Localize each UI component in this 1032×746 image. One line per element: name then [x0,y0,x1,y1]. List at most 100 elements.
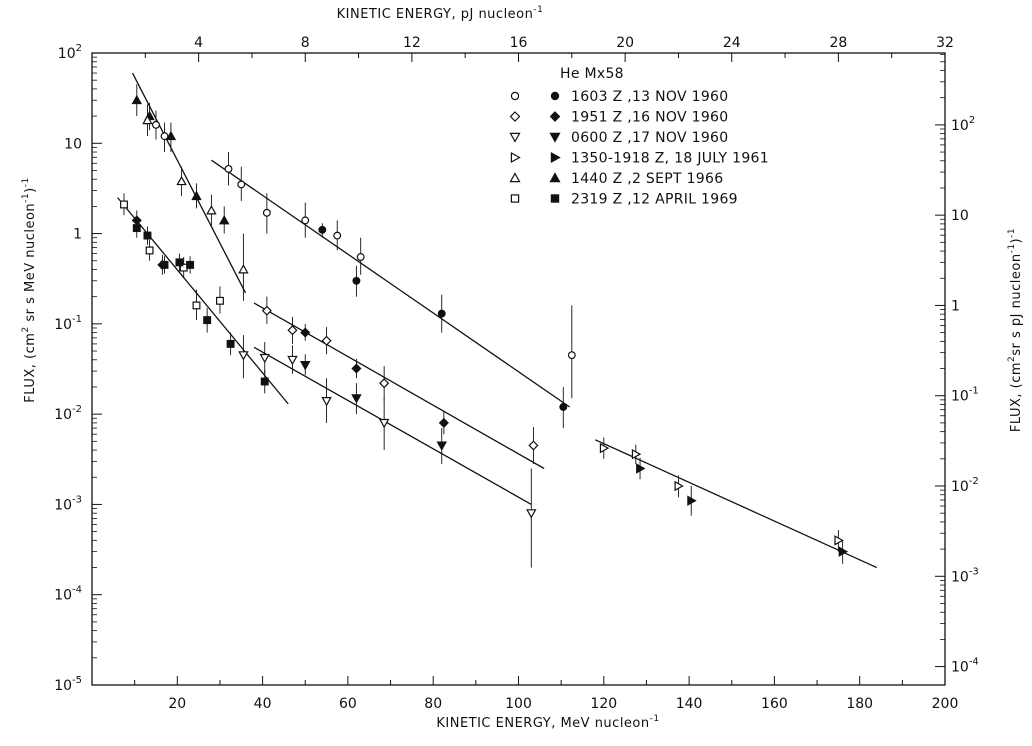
legend-marker-filled [549,111,561,122]
data-point [287,325,298,336]
x-tick-label: 60 [339,696,357,712]
data-point [160,132,169,141]
data-point [834,535,844,546]
y-tick-label: 1 [73,227,82,243]
axes-layer: 20 40 60 80 100 120 140 160 180 200 4 8 12 16 20 24 28 32… [54,35,979,712]
data-point [300,361,311,371]
x2-tick-label: 8 [301,35,310,51]
x-axis-title: KINETIC ENERGY, MeV nucleon-1 [436,714,659,731]
y-tick-label: 10 [64,136,82,152]
data-point [318,225,327,234]
x-tick-label: 160 [761,696,788,712]
data-point [142,114,153,125]
data-point [526,509,537,519]
fit-line [253,346,532,505]
data-point [262,208,271,217]
legend-label: 1603 Z ,13 NOV 1960 [571,89,728,105]
data-point [175,258,184,267]
data-point [131,94,143,105]
data-point [203,316,212,325]
plot-frame [91,52,946,686]
y2-tick-label: 10-3 [951,566,979,585]
data-point [192,301,201,310]
data-point [191,190,202,201]
data-point [333,231,342,240]
series-group [238,335,537,568]
data-point [674,480,684,492]
data-point [120,200,128,209]
x-tick-label: 120 [590,696,617,712]
data-point [165,130,177,141]
fit-line [253,302,545,470]
y-tick-label: 10-3 [54,494,82,513]
y2-tick-label: 10-1 [951,386,979,405]
y2-axis-title: FLUX, (cm2sr s pJ nucleon-1)-1 [1007,228,1024,432]
legend-marker-open [510,194,520,203]
data-point [559,403,568,411]
data-point [321,335,332,346]
data-point [378,418,390,429]
x-tick-label: 20 [168,696,186,712]
series-group [599,437,849,564]
data-point [238,264,249,274]
fit-line [117,197,289,405]
data-point [437,309,446,318]
legend-label: 1350-1918 Z, 18 JULY 1961 [571,151,769,167]
data-points-layer [120,84,849,568]
y-tick-label: 10-1 [54,314,82,333]
x2-tick-label: 4 [194,35,203,51]
data-point [218,214,230,225]
data-point [321,396,332,407]
y-tick-label: 10-2 [54,404,82,423]
legend-marker-open [509,132,521,143]
data-point [157,259,168,270]
data-point [206,205,217,215]
legend-marker-open [510,151,521,164]
legend-title: He Mx58 [560,66,624,82]
x2-tick-label: 20 [616,35,634,51]
data-point [131,215,142,226]
data-point [259,353,270,364]
y2-tick-label: 102 [951,115,975,134]
y2-tick-label: 1 [951,298,960,314]
data-point [260,377,269,386]
data-point [351,394,362,404]
legend: He Mx58 1603 Z ,13 NOV 1960 1951 Z ,16 NOV… [509,66,769,208]
data-point [351,363,362,374]
legend-label: 0600 Z ,17 NOV 1960 [571,130,728,146]
data-point [261,305,272,316]
data-point [838,546,849,557]
fit-line [211,159,571,408]
data-point [356,253,365,261]
legend-marker-filled [550,194,560,203]
x2-tick-label: 24 [723,35,741,51]
data-point [631,448,642,460]
legend-marker-open [510,91,520,101]
x2-tick-label: 28 [829,35,847,51]
data-point [687,495,697,506]
legend-label: 1951 Z ,16 NOV 1960 [571,110,728,126]
y-tick-label: 10-5 [54,675,82,694]
y2-tick-label: 10-4 [951,657,979,676]
data-point [186,260,195,269]
legend-marker-open [509,111,521,122]
data-point [301,216,310,225]
data-point [352,276,361,285]
legend-marker-filled [550,91,560,101]
x-tick-label: 100 [505,696,532,712]
x2-axis-title: KINETIC ENERGY, pJ nucleon-1 [337,5,544,22]
y-axis-title: FLUX, (cm2 sr s MeV nucleon-1)-1 [21,177,38,402]
fit-line [595,439,878,569]
data-point [636,463,646,474]
x2-tick-label: 12 [403,35,421,51]
data-point [238,351,249,361]
data-point [438,417,449,428]
data-point [300,327,311,338]
data-point [287,355,298,366]
series-group [131,210,539,465]
x-tick-label: 80 [424,696,442,712]
data-point [599,442,610,454]
y2-tick-label: 10-2 [951,476,979,495]
legend-marker-open [509,172,521,183]
